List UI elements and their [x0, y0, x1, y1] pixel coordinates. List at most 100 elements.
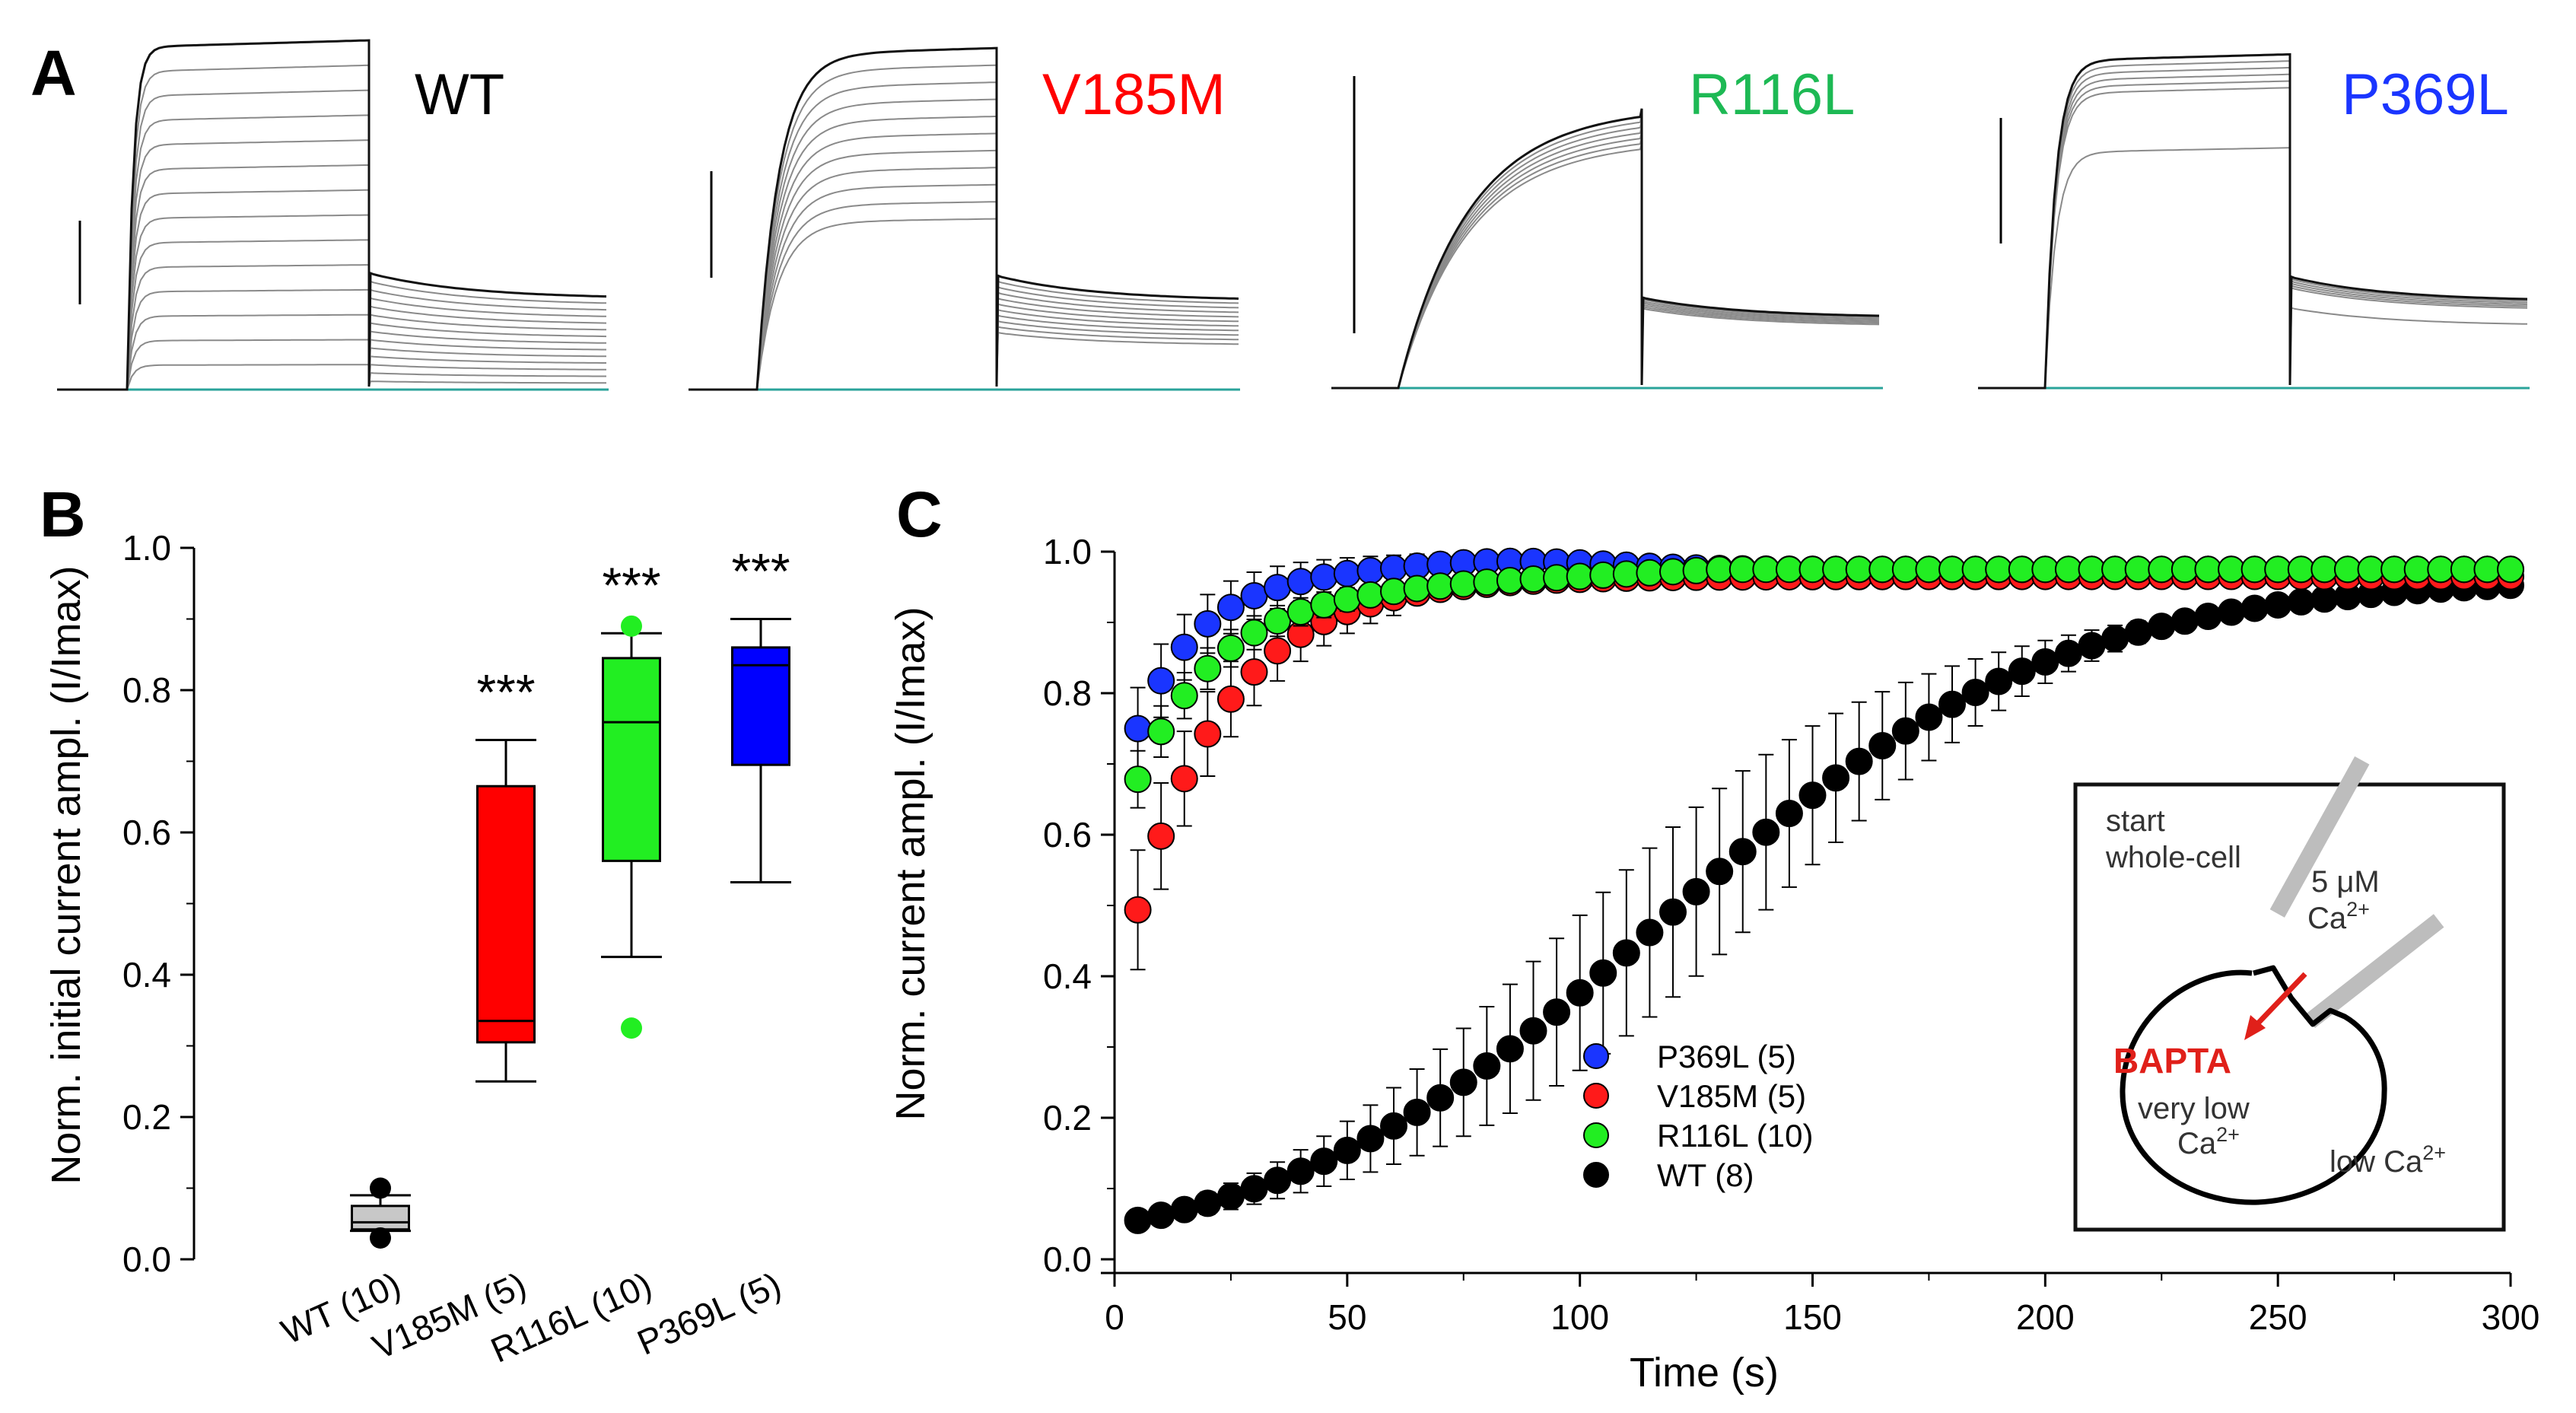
- current-trace: [1331, 125, 1880, 389]
- data-point: [1286, 568, 1315, 596]
- data-point: [1612, 939, 1640, 967]
- data-point: [2240, 555, 2269, 584]
- box-body: [731, 646, 790, 766]
- data-point: [2310, 555, 2339, 584]
- data-point: [1170, 1195, 1198, 1224]
- box-body: [602, 657, 661, 862]
- trace-group-1: [689, 46, 1240, 391]
- data-point: [1519, 1017, 1547, 1045]
- data-point: [1264, 607, 1292, 635]
- significance-marker: ***: [476, 664, 535, 720]
- data-point: [1519, 565, 1547, 594]
- timecourse-x-tick-label: 100: [1550, 1297, 1609, 1337]
- data-point: [1496, 566, 1524, 594]
- data-point: [1124, 714, 1152, 743]
- panel-label-b: B: [40, 479, 86, 550]
- current-trace: [57, 313, 607, 390]
- data-point: [1426, 572, 1455, 600]
- timecourse-x-tick-label: 150: [1783, 1297, 1842, 1337]
- data-point: [1240, 1175, 1268, 1203]
- data-point: [1403, 1098, 1431, 1126]
- current-trace: [1331, 136, 1880, 389]
- data-point: [2333, 555, 2361, 584]
- panel-a-traces: [57, 39, 2530, 391]
- data-point: [1845, 555, 1873, 584]
- current-trace: [1331, 142, 1880, 389]
- data-point: [1240, 581, 1268, 609]
- data-point: [1124, 896, 1152, 924]
- data-point: [2194, 603, 2222, 631]
- data-point: [2264, 555, 2292, 584]
- box-plot: 0.00.20.40.60.81.0WT (10)***V185M (5)***…: [122, 528, 791, 1370]
- data-point: [2497, 555, 2524, 584]
- series-wt: [1124, 571, 2524, 1234]
- legend-marker: [1583, 1043, 1609, 1069]
- inset-start-text: start: [2106, 804, 2165, 838]
- data-point: [2031, 555, 2059, 584]
- current-trace: [1331, 108, 1880, 390]
- data-point: [1124, 765, 1152, 794]
- data-point: [1147, 718, 1175, 746]
- data-point: [1798, 781, 1827, 810]
- data-point: [1706, 858, 1734, 886]
- data-point: [2287, 587, 2315, 616]
- data-point: [1216, 594, 1245, 622]
- legend-label: P369L (5): [1657, 1039, 1796, 1074]
- data-point: [1264, 574, 1292, 602]
- data-point: [1659, 558, 1687, 586]
- data-point: [1124, 1206, 1152, 1234]
- data-point: [1636, 559, 1664, 587]
- data-point: [1356, 1125, 1385, 1153]
- data-point: [1589, 561, 1617, 589]
- data-point: [2124, 618, 2152, 646]
- data-point: [1915, 555, 1943, 584]
- panel-label-a: A: [30, 37, 77, 109]
- data-point: [1612, 560, 1640, 588]
- data-point: [1333, 585, 1361, 613]
- data-point: [1636, 918, 1664, 947]
- data-point: [1891, 717, 1919, 745]
- data-point: [1822, 764, 1850, 792]
- box-outlier-point: [621, 1017, 642, 1039]
- trace-group-3: [1978, 53, 2530, 390]
- timecourse-x-tick-label: 250: [2249, 1297, 2307, 1337]
- legend-label: R116L (10): [1657, 1118, 1813, 1154]
- data-point: [2264, 590, 2292, 619]
- data-point: [1216, 1182, 1245, 1211]
- legend-marker: [1583, 1162, 1609, 1188]
- cell-outline: [2120, 965, 2387, 1205]
- diffusion-arrowhead: [2244, 1015, 2266, 1040]
- perfusion-pipette: [2304, 914, 2444, 1028]
- data-point: [1333, 1136, 1361, 1164]
- data-point: [2148, 613, 2176, 641]
- data-point: [1333, 559, 1361, 587]
- timecourse-y-tick-label: 0.8: [1043, 673, 1092, 713]
- data-point: [1868, 555, 1897, 584]
- data-point: [2148, 555, 2176, 584]
- current-trace: [1331, 131, 1880, 389]
- data-point: [2008, 555, 2036, 584]
- timecourse-legend: P369L (5) V185M (5) R116L (10)WT (8): [1583, 1039, 1813, 1193]
- inset-very-low-text: very low: [2138, 1092, 2250, 1125]
- data-point: [1264, 637, 1292, 665]
- data-point: [1449, 570, 1477, 598]
- data-point: [1240, 658, 1268, 686]
- box-group-1: ***V185M (5): [367, 664, 536, 1367]
- data-point: [1589, 959, 1617, 987]
- box-y-tick-label: 1.0: [122, 528, 171, 568]
- data-point: [1473, 1052, 1501, 1080]
- data-point: [1170, 765, 1198, 793]
- timecourse-x-tick-label: 300: [2482, 1297, 2540, 1337]
- inset-whole-cell-text: whole-cell: [2105, 841, 2241, 874]
- data-point: [1682, 556, 1710, 584]
- data-point: [1147, 822, 1175, 850]
- data-point: [2078, 555, 2106, 584]
- trace-label-wt: WT: [415, 62, 504, 127]
- data-point: [1752, 555, 1780, 584]
- current-trace: [1978, 80, 2528, 389]
- data-point: [2078, 632, 2106, 660]
- significance-marker: ***: [602, 557, 660, 613]
- legend-marker: [1583, 1083, 1609, 1109]
- data-point: [2240, 594, 2269, 622]
- current-trace: [1978, 60, 2528, 389]
